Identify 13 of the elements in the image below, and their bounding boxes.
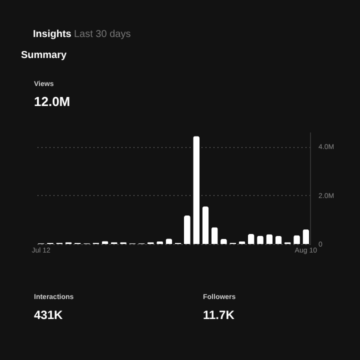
text: 12.0M: [34, 94, 70, 109]
bar: [248, 234, 254, 244]
text: 431K: [34, 308, 64, 322]
bar: [202, 206, 209, 244]
bar: [193, 136, 200, 244]
chart-title: Insights: [33, 29, 72, 40]
chart-subtitle: Last 30 days: [74, 29, 131, 40]
bar: [184, 216, 190, 244]
bar: [275, 236, 282, 244]
bar: [211, 227, 218, 244]
text: Summary: [21, 50, 68, 61]
bar: [302, 229, 310, 244]
text: 11.7K: [203, 308, 235, 322]
